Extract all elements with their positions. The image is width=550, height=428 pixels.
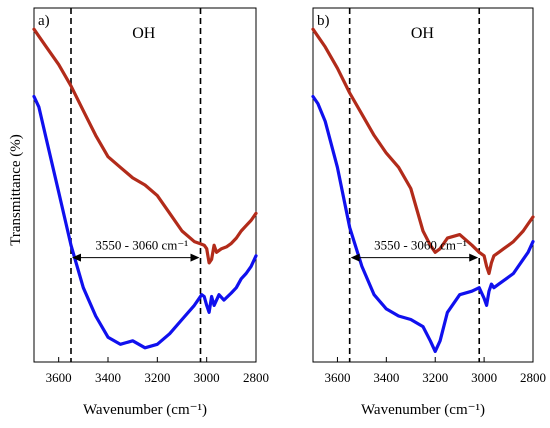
x-tick-label: 2800 [520,370,546,385]
series-line-2 [32,94,258,350]
x-tick-label: 3200 [422,370,448,385]
region-label-oh: OH [132,25,156,42]
x-tick-label: 3600 [46,370,72,385]
panel-b: 3600 3400 3200 3000 2800 Wavenumber (cm⁻¹) b) O… [311,7,546,418]
range-annotation-text: 3550 - 3060 cm⁻¹ [374,238,467,253]
panel-label: b) [317,13,330,29]
range-arrow-head-right [190,253,200,262]
x-axis-title: Wavenumber (cm⁻¹) [361,402,485,418]
series-line-2 [311,94,535,353]
panel-a: 3600 3400 3200 3000 2800 Wavenumber (cm⁻¹) a) O… [32,7,269,418]
x-axis-title: Wavenumber (cm⁻¹) [83,402,207,418]
x-tick-label: 2800 [243,370,269,385]
x-tick-label: 3000 [194,370,220,385]
x-tick-label: 3200 [144,370,170,385]
x-tick-label: 3000 [471,370,497,385]
series-line-1 [32,27,258,265]
y-axis-title: Transmittance (%) [8,134,24,246]
x-tick-label: 3600 [324,370,350,385]
region-label-oh: OH [411,25,435,42]
plot-frame [312,7,534,363]
range-arrow-head-right [469,253,479,262]
panel-label: a) [38,13,50,29]
range-arrow-head-left [350,253,360,262]
range-annotation-text: 3550 - 3060 cm⁻¹ [95,238,188,253]
plot-frame [33,7,257,363]
series-line-1 [311,27,535,276]
range-arrow-head-left [72,253,81,262]
x-tick-label: 3400 [95,370,121,385]
x-tick-label: 3400 [373,370,399,385]
